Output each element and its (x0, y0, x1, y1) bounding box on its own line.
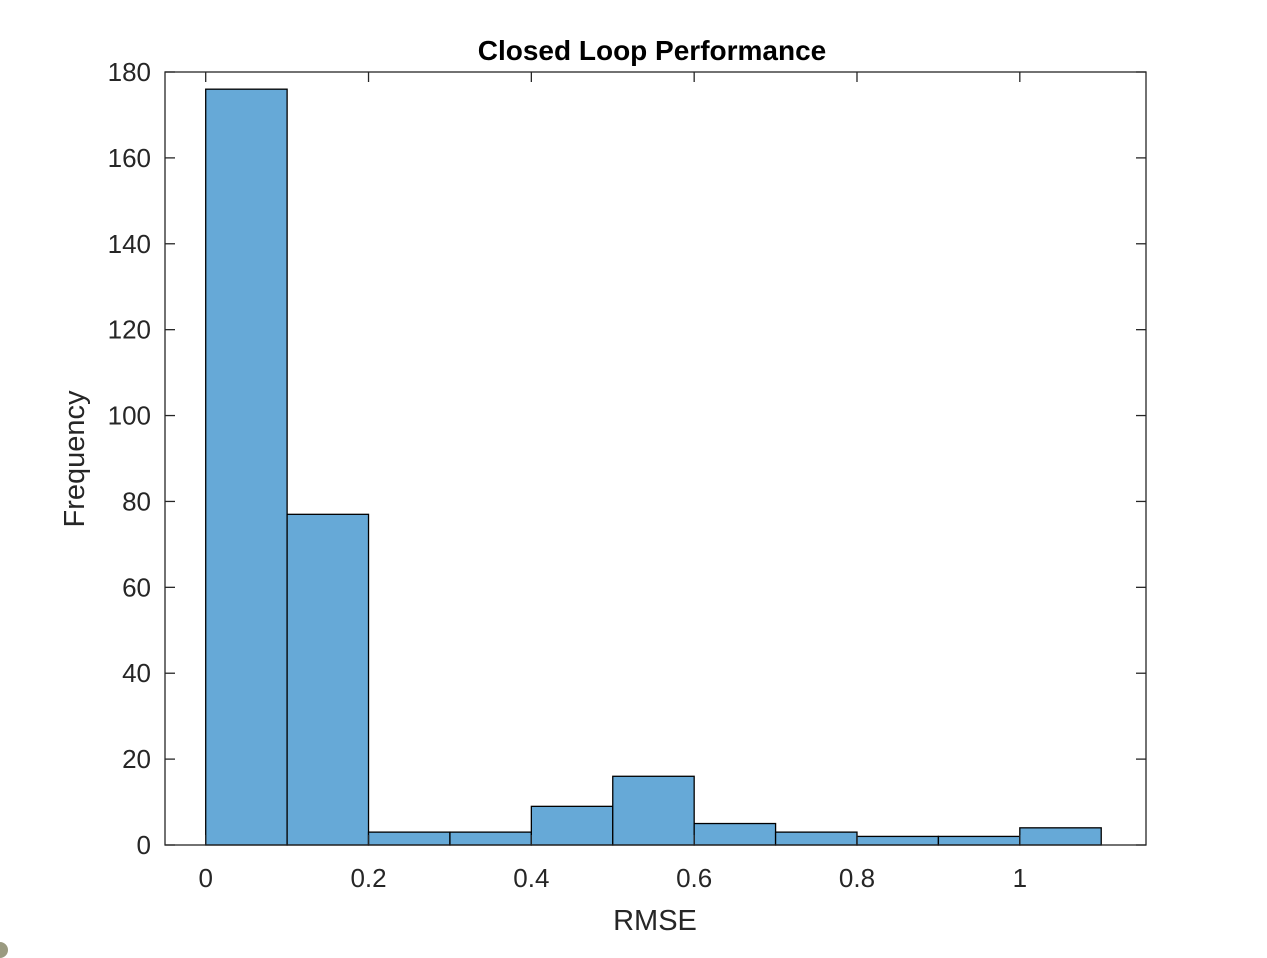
histogram-bar (856, 835, 940, 846)
x-tick-label: 0 (198, 863, 212, 893)
y-tick-label: 0 (137, 830, 151, 860)
histogram-bar (286, 513, 370, 846)
y-tick-label: 160 (108, 143, 151, 173)
y-tick-label: 20 (122, 744, 151, 774)
y-tick-label: 180 (108, 57, 151, 87)
histogram-bar (693, 822, 777, 846)
chart-title: Closed Loop Performance (478, 35, 827, 66)
y-tick-label: 120 (108, 315, 151, 345)
histogram-bar (530, 805, 614, 846)
y-axis-label: Frequency (59, 390, 91, 528)
y-tick-label: 40 (122, 658, 151, 688)
histogram-bar (449, 831, 532, 846)
histogram-bar (1019, 827, 1102, 846)
y-tick-label: 140 (108, 229, 151, 259)
y-tick-label: 60 (122, 572, 151, 602)
x-axis-label: RMSE (613, 905, 697, 937)
x-tick-label: 0.4 (513, 863, 549, 893)
ticks-group: 0 0.2 0.4 0.6 0.8 1 0 20 40 60 80 100 120 140 160 180 (108, 57, 1146, 893)
y-tick-label: 80 (122, 486, 151, 516)
x-tick-label: 0.2 (350, 863, 386, 893)
bars-group (205, 88, 1102, 846)
x-tick-label: 1 (1013, 863, 1027, 893)
axes-box (164, 71, 1147, 846)
y-tick-label: 100 (108, 401, 151, 431)
histogram-bar (367, 831, 451, 846)
x-tick-label: 0.8 (839, 863, 875, 893)
histogram-bar (937, 835, 1021, 846)
histogram-bar (612, 775, 695, 846)
x-tick-label: 0.6 (676, 863, 712, 893)
histogram-bar (774, 831, 858, 846)
histogram-bar (205, 88, 288, 846)
